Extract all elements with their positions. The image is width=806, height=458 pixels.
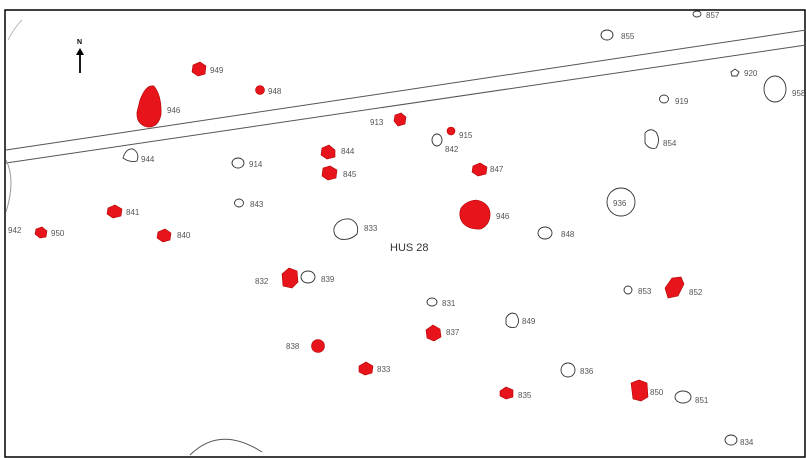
label-920: 920 [744,69,758,78]
label-837: 837 [446,328,460,337]
label-915: 915 [459,131,473,140]
label-840: 840 [177,231,191,240]
feature-843[interactable] [234,198,244,208]
label-919: 919 [675,97,689,106]
label-841: 841 [126,208,140,217]
feature-914[interactable] [431,133,443,147]
feature-919[interactable] [659,94,669,104]
feature-946b[interactable] [459,199,491,230]
label-838: 838 [286,342,300,351]
feature-840[interactable] [156,228,172,243]
feature-852[interactable] [664,276,685,299]
feature-844[interactable] [320,144,336,160]
label-845: 845 [343,170,357,179]
feature-841[interactable] [106,204,123,219]
label-946a: 946 [167,106,181,115]
label-950a: 950 [51,229,65,238]
feature-920[interactable] [730,68,740,77]
ditch-arc-left [5,159,12,213]
feature-838[interactable] [311,339,325,353]
north-label: N [77,39,82,46]
label-914: 842 [445,145,459,154]
feature-842[interactable] [231,157,245,169]
feature-833o[interactable] [333,218,359,240]
feature-835[interactable] [499,386,514,400]
label-836: 836 [580,367,594,376]
feature-958[interactable] [763,75,787,103]
label-853: 853 [638,287,652,296]
feature-833r[interactable] [358,361,374,376]
feature-834[interactable] [724,434,738,446]
label-843: 843 [250,200,264,209]
label-948: 948 [268,87,282,96]
label-833o: 833 [364,224,378,233]
label-944: 944 [141,155,155,164]
feature-853[interactable] [623,285,633,295]
ditch-arc-topleft [7,19,23,41]
feature-832[interactable] [281,267,299,289]
label-942: 942 [8,226,22,235]
label-913: 913 [370,118,384,127]
ditch-arc-bottom [189,438,263,456]
feature-949[interactable] [191,61,207,77]
label-857: 857 [706,11,720,20]
feature-936[interactable] [606,187,636,217]
label-833r: 833 [377,365,391,374]
north-arrow-icon [76,48,84,73]
feature-946a[interactable] [136,85,162,128]
label-949: 949 [210,66,224,75]
house-title: HUS 28 [390,242,429,254]
label-855: 855 [621,32,635,41]
label-847: 847 [490,165,504,174]
label-852: 852 [689,288,703,297]
feature-915[interactable] [446,126,456,136]
feature-831[interactable] [426,297,438,307]
feature-855[interactable] [600,29,614,41]
label-842: 914 [249,160,263,169]
feature-913[interactable] [393,112,407,127]
filled-features [34,61,685,402]
label-854: 854 [663,139,677,148]
label-848: 848 [561,230,575,239]
feature-849[interactable] [505,312,519,329]
feature-845[interactable] [321,165,338,181]
feature-851[interactable] [674,390,692,404]
feature-837[interactable] [425,324,442,342]
label-844: 844 [341,147,355,156]
label-834: 834 [740,438,754,447]
road-edge-upper [5,29,806,151]
feature-948[interactable] [255,85,265,95]
feature-839[interactable] [300,270,316,284]
label-832: 832 [255,277,269,286]
feature-836[interactable] [560,362,576,378]
feature-847[interactable] [471,162,488,177]
label-835: 835 [518,391,532,400]
feature-950a[interactable] [34,226,48,239]
feature-854[interactable] [644,129,659,149]
label-851: 851 [695,396,709,405]
feature-848[interactable] [537,226,553,240]
label-946b: 946 [496,212,510,221]
feature-857[interactable] [692,10,702,18]
label-849: 849 [522,317,536,326]
map-frame [4,9,806,458]
label-958: 958 [792,89,806,98]
feature-850[interactable] [630,379,649,402]
label-936: 936 [613,199,627,208]
label-831: 831 [442,299,456,308]
road-edge-lower [5,44,806,164]
outline-features [122,10,787,446]
feature-944[interactable] [122,148,139,163]
label-839: 839 [321,275,335,284]
feature-labels: 857 855 949 920 958 948 919 946 913 915 … [8,11,806,447]
label-850: 850 [650,388,664,397]
